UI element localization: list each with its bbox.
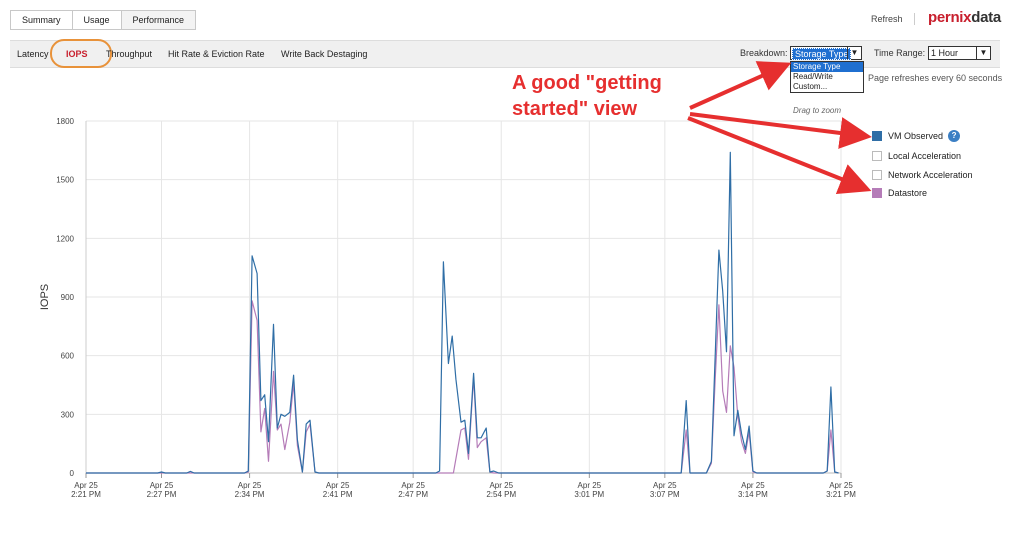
x-tick-label: Apr 25: [150, 481, 174, 490]
x-tick-label: 3:14 PM: [738, 490, 768, 499]
legend-label: Network Acceleration: [888, 170, 973, 180]
x-tick-label: 2:54 PM: [486, 490, 516, 499]
legend-swatch[interactable]: [872, 170, 882, 180]
option-read-write[interactable]: Read/Write: [793, 72, 833, 81]
time-range-value: 1 Hour: [931, 48, 959, 58]
x-tick-label: 3:07 PM: [650, 490, 680, 499]
legend-label: Datastore: [888, 188, 928, 198]
iops-highlight-circle: [50, 39, 112, 68]
x-tick-label: Apr 25: [578, 481, 602, 490]
x-tick-label: Apr 25: [489, 481, 513, 490]
refresh-link[interactable]: Refresh: [871, 14, 903, 24]
x-tick-label: Apr 25: [238, 481, 262, 490]
annotation-line1: A good "getting: [512, 72, 662, 94]
x-tick-label: Apr 25: [741, 481, 765, 490]
tab-write-back-destaging[interactable]: Write Back Destaging: [281, 49, 368, 59]
legend-label: VM Observed: [888, 131, 944, 141]
legend-datastore[interactable]: Datastore: [872, 188, 927, 198]
legend-network-acceleration[interactable]: Network Acceleration: [872, 170, 973, 180]
annotation-line2: started" view: [512, 98, 638, 120]
drag-to-zoom-hint: Drag to zoom: [793, 106, 842, 115]
y-tick-label: 900: [61, 293, 75, 302]
chevron-down-icon[interactable]: ▼: [847, 47, 861, 59]
x-tick-label: 2:34 PM: [235, 490, 265, 499]
x-tick-label: Apr 25: [653, 481, 677, 490]
chevron-down-icon[interactable]: ▼: [976, 47, 990, 59]
tab-hit-rate-eviction[interactable]: Hit Rate & Eviction Rate: [168, 49, 265, 59]
x-tick-label: 2:27 PM: [147, 490, 177, 499]
breakdown-label: Breakdown:: [740, 48, 788, 58]
y-tick-label: 600: [61, 352, 75, 361]
legend-local-acceleration[interactable]: Local Acceleration: [872, 151, 961, 161]
annotation-text: A good "getting started" view: [512, 70, 662, 122]
legend-label: Local Acceleration: [888, 151, 962, 161]
top-tab-bar: Summary Usage Performance: [10, 10, 197, 30]
x-tick-label: Apr 25: [401, 481, 425, 490]
help-icon[interactable]: ?: [948, 130, 961, 142]
x-tick-label: Apr 25: [326, 481, 350, 490]
tab-performance[interactable]: Performance: [120, 10, 197, 30]
y-tick-label: 0: [70, 469, 75, 478]
y-tick-label: 1800: [56, 117, 74, 126]
logo-part2: data: [971, 9, 1001, 26]
header-divider: [914, 13, 915, 25]
x-tick-label: 2:21 PM: [71, 490, 101, 499]
breakdown-value: Storage Type: [792, 48, 852, 60]
x-tick-label: Apr 25: [829, 481, 853, 490]
y-tick-label: 300: [61, 410, 75, 419]
tab-throughput[interactable]: Throughput: [106, 49, 153, 59]
legend-swatch[interactable]: [872, 151, 882, 161]
legend-swatch[interactable]: [872, 131, 882, 141]
y-axis-label: IOPS: [39, 284, 51, 310]
tab-latency[interactable]: Latency: [17, 49, 49, 59]
legend-swatch[interactable]: [872, 188, 882, 198]
x-tick-label: 2:47 PM: [398, 490, 428, 499]
y-tick-label: 1200: [56, 234, 74, 243]
series-line-datastore: [86, 300, 839, 474]
y-tick-label: 1500: [56, 176, 74, 185]
refresh-note: Page refreshes every 60 seconds: [868, 73, 1003, 83]
x-tick-label: 2:41 PM: [323, 490, 353, 499]
option-custom[interactable]: Custom...: [793, 82, 828, 91]
tab-iops[interactable]: IOPS: [66, 49, 88, 59]
time-range-label: Time Range:: [874, 48, 926, 58]
breakdown-select[interactable]: Storage Type ▼: [790, 46, 862, 60]
logo-part1: pernix: [928, 9, 972, 26]
x-tick-label: 3:01 PM: [574, 490, 604, 499]
series-line-vm-observed: [86, 151, 839, 474]
breakdown-dropdown: Storage Type Read/Write Custom...: [790, 61, 864, 93]
time-range-select[interactable]: 1 Hour ▼: [928, 46, 991, 60]
x-tick-label: 3:21 PM: [826, 490, 856, 499]
pernixdata-logo: pernixdata: [928, 9, 1001, 26]
option-storage-type[interactable]: Storage Type: [791, 62, 863, 72]
legend-vm-observed[interactable]: VM Observed ?: [872, 130, 961, 142]
x-tick-label: Apr 25: [74, 481, 98, 490]
